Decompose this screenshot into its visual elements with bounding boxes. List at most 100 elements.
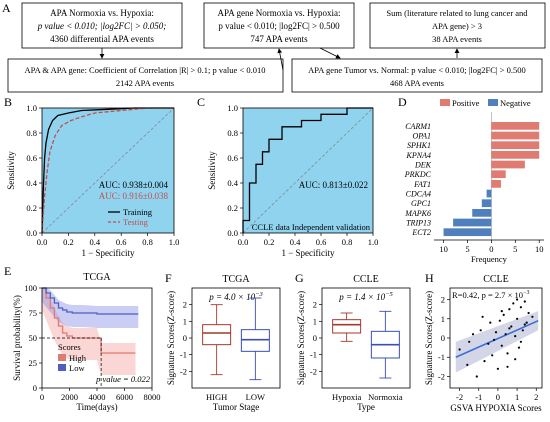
roc-c-validation-note: CCLE data Independent validation <box>252 222 371 232</box>
scatter-h-annotation: R=0.42, p = 2.7 × 10−3 <box>452 290 529 300</box>
panel-label-d: D <box>398 95 407 109</box>
scatter-h-point <box>525 321 528 324</box>
scatter-h-point <box>514 358 517 361</box>
bar-d-bar <box>472 209 492 217</box>
roc-c-xtick-label: 0.8 <box>342 237 353 247</box>
bar-d-bar <box>491 151 540 159</box>
scatter-h-ci <box>455 311 539 373</box>
survival-e-ytick-label: 50 <box>29 333 38 343</box>
box-g-box <box>332 319 362 334</box>
box-g-category-label: Hypoxia <box>332 392 362 402</box>
bar-d-bar <box>443 228 492 237</box>
survival-panel-e: TCGA 0 2000 4000 6000 8000 0 25 50 75 100 Time(days… <box>12 272 161 412</box>
survival-e-ytick-label: 25 <box>29 358 38 368</box>
box-panel-g: CCLE p = 1.4 × 10−5 Hypoxia Normoxia -2 -1 0 1 2… <box>296 274 411 412</box>
flow-box-4-line-1: APA & APA gene: Coefficient of Correlati… <box>25 65 266 75</box>
bar-d-bar <box>491 131 540 140</box>
roc-b-auc-testing: AUC: 0.916±0.038 <box>99 191 169 201</box>
box-f-ytick-label: 0 <box>183 333 187 343</box>
roc-b-legend-training: Training <box>123 207 153 217</box>
survival-e-xtick-label: 0 <box>40 392 44 402</box>
box-f-pvalue: p = 4.0 × 10−3 <box>208 291 263 302</box>
roc-b-xtick-label: 0.4 <box>89 237 100 247</box>
roc-b-xtick-label: 0.8 <box>142 237 153 247</box>
survival-e-title: TCGA <box>83 272 111 283</box>
scatter-h-point <box>498 319 501 322</box>
survival-e-xtick-label: 2000 <box>61 392 78 402</box>
flow-box-3-line-1: Sum (literature related to lung cancer a… <box>386 8 528 18</box>
panel-label-b: B <box>4 95 12 109</box>
roc-panel-c: 0.0 0.2 0.4 0.6 0.8 1.0 0.0 0.2 0.4 0.6 0.8 1.0 1 − … <box>207 103 378 258</box>
scatter-h-ylabel: Signature Scores(Z-score) <box>424 291 434 385</box>
panel-label-h: H <box>425 271 434 285</box>
bar-d-legend-positive-swatch <box>440 99 450 106</box>
scatter-h-point <box>487 342 490 345</box>
bar-d-category-label: CARM1 <box>405 122 431 131</box>
bar-d-category-label: CDCA4 <box>406 189 431 198</box>
roc-c-xtick-label: 1.0 <box>368 237 379 247</box>
scatter-h-point <box>512 302 515 305</box>
box-g-pvalue: p = 1.4 × 10−5 <box>338 291 393 302</box>
scatter-h-point <box>468 340 471 343</box>
scatter-h-point <box>514 335 517 338</box>
flow-box-1-line-1: APA Normoxia vs. Hypoxia: <box>50 8 154 18</box>
roc-b-ytick-label: 0.0 <box>26 228 37 238</box>
roc-c-xtick-label: 0.4 <box>290 237 301 247</box>
scatter-h-point <box>471 333 475 336</box>
survival-e-pvalue: p value = 0.022 <box>95 374 151 384</box>
panel-label-c: C <box>197 95 205 109</box>
scatter-h-point <box>508 327 511 330</box>
box-f-title: TCGA <box>222 274 250 285</box>
flow-box-1-line-2: p value < 0.010; |log2FC| > 0.050; <box>37 21 167 31</box>
scatter-h-point <box>481 315 484 318</box>
roc-b-xtick-label: 0.2 <box>63 237 74 247</box>
scatter-h-point <box>523 300 526 303</box>
scatter-h-point <box>502 313 505 316</box>
scatter-h-point <box>496 367 499 370</box>
survival-e-legend-title: Scores <box>58 342 81 352</box>
bar-d-legend-negative-swatch <box>488 99 498 106</box>
scatter-h-point <box>506 352 509 355</box>
scatter-h-point <box>491 354 494 357</box>
survival-e-legend-low: Low <box>69 363 85 373</box>
scatter-h-ytick-label: 2 <box>441 295 445 305</box>
scatter-h-annotation-exponent: −3 <box>523 290 529 296</box>
roc-b-ytick-label: 0.8 <box>26 128 37 138</box>
flow-box-1-line-3: 4360 differential APA events <box>50 34 154 44</box>
bar-d-category-label: FAT1 <box>413 180 431 189</box>
scatter-h-point <box>500 310 503 313</box>
scatter-h-point <box>510 325 513 328</box>
box-f-box <box>240 329 270 352</box>
roc-c-xtick-label: 0.6 <box>316 237 327 247</box>
roc-b-xtick-label: 0.6 <box>116 237 127 247</box>
roc-c-ytick-label: 0.4 <box>227 178 238 188</box>
scatter-h-point <box>506 365 509 368</box>
bar-d-category-label: MAPK6 <box>404 209 431 218</box>
flow-arrow-4-2 <box>277 48 284 71</box>
bar-d-xtick-label: 10 <box>439 244 448 254</box>
box-g-title: CCLE <box>353 274 379 285</box>
bar-d-xtick-label: 10 <box>535 244 544 254</box>
flow-box-2-line-1: APA gene Normoxia vs. Hypoxia: <box>218 8 341 18</box>
roc-b-ytick-label: 0.6 <box>26 153 37 163</box>
flow-box-4-line-2: 2142 APA events <box>116 78 174 88</box>
scatter-h-point <box>521 329 524 332</box>
survival-e-legend-low-swatch <box>58 364 66 371</box>
box-f-ytick-label: 1 <box>183 316 187 326</box>
roc-b-curve-training <box>41 107 174 234</box>
bar-panel-d: Positive Negative CARM1OPA1SPHK1KPNA4DEKPR… <box>404 98 544 264</box>
flow-arrow-2-5 <box>319 47 341 59</box>
scatter-h-point <box>494 331 498 334</box>
roc-b-xtick-label: 0.0 <box>37 237 48 247</box>
flow-box-5 <box>291 58 543 93</box>
bar-d-legend-negative: Negative <box>500 98 531 108</box>
panel-label-a: A <box>2 1 11 15</box>
survival-e-xtick-label: 4000 <box>89 392 106 402</box>
box-g-ytick-label: -1 <box>310 350 317 360</box>
roc-panel-b: 0.0 0.2 0.4 0.6 0.8 1.0 0.0 0.2 0.4 0.6 0.8 1.0 1 − … <box>6 103 179 258</box>
survival-e-ytick-label: 100 <box>24 283 37 293</box>
box-f-box <box>202 324 232 346</box>
survival-e-legend-high-swatch <box>58 354 66 361</box>
scatter-h-ytick-label: -2 <box>438 371 445 381</box>
